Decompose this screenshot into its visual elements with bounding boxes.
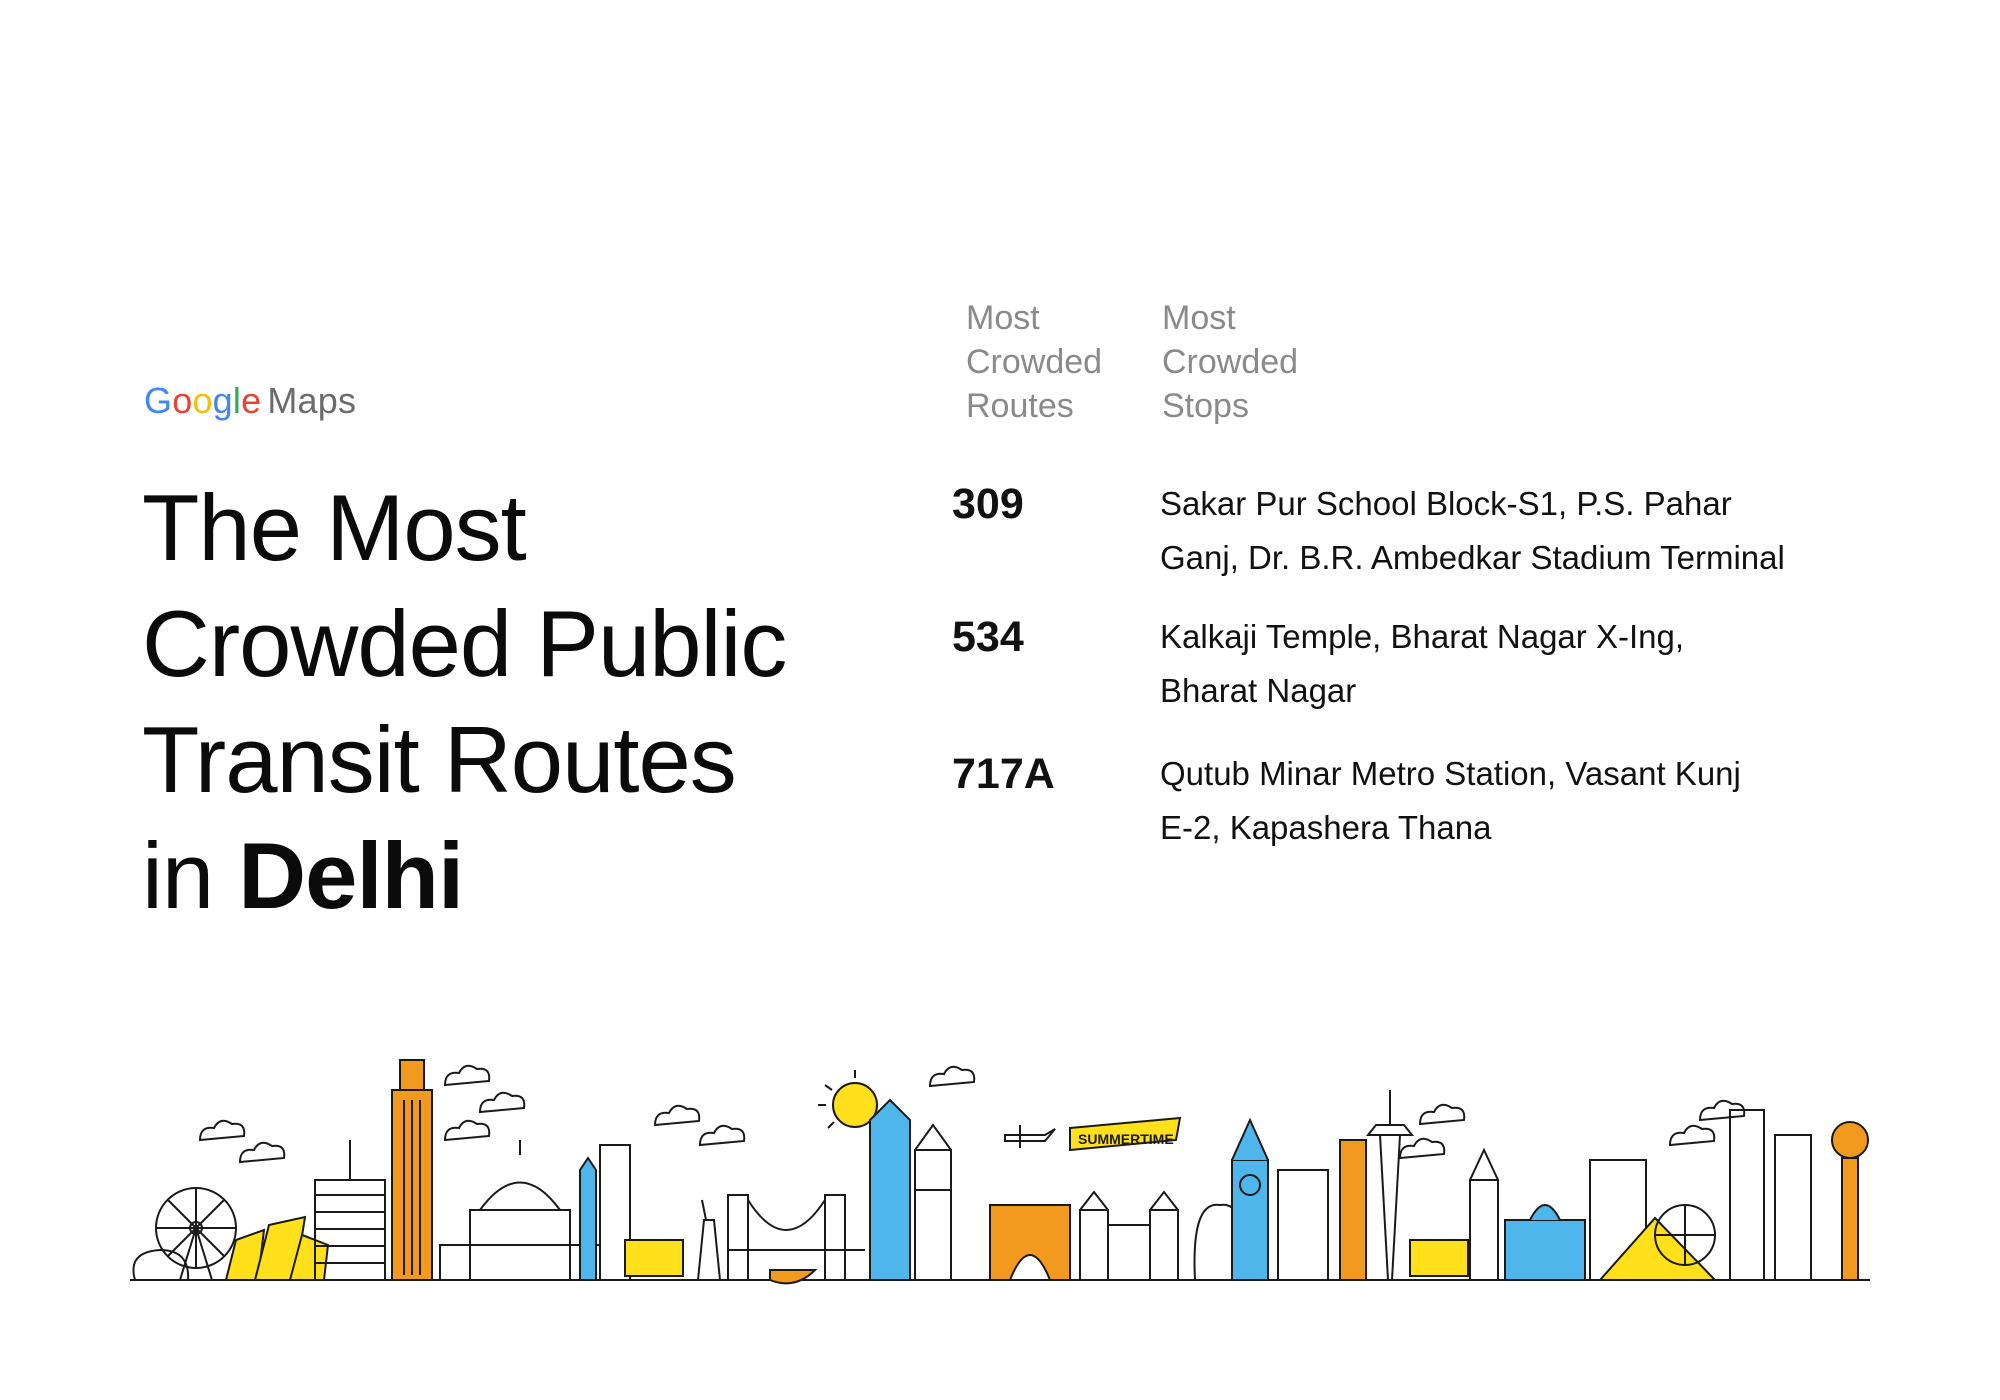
billboard-icon	[624, 1239, 684, 1277]
stops-line: E-2, Kapashera Thana	[1160, 809, 1492, 846]
title-line-3: Transit Routes	[142, 707, 737, 812]
google-letter: l	[232, 380, 242, 421]
stops-line: Qutub Minar Metro Station, Vasant Kunj	[1160, 755, 1741, 792]
capitol-building-icon	[439, 1140, 601, 1281]
orange-building-icon	[1339, 1139, 1367, 1281]
google-letter: o	[172, 380, 193, 421]
stops-line: Sakar Pur School Block-S1, P.S. Pahar	[1160, 485, 1732, 522]
stops-header-line: Crowded	[1162, 343, 1299, 381]
space-needle-icon	[1365, 1090, 1415, 1281]
statue-of-liberty-icon	[696, 1199, 722, 1281]
route-number: 717A	[952, 750, 1055, 798]
routes-header-line: Routes	[966, 387, 1074, 425]
city-name: Delhi	[238, 823, 464, 928]
big-ben-icon	[1231, 1117, 1269, 1281]
route-number: 534	[952, 613, 1024, 661]
round-tower-icon	[314, 1140, 386, 1281]
clouds-icon	[198, 1064, 1746, 1164]
clock-tower-icon	[914, 1123, 952, 1281]
google-maps-logo: Google Maps	[144, 380, 356, 422]
glass-skyscraper-icon	[869, 1098, 911, 1281]
ferris-wheel-icon	[155, 1187, 237, 1281]
routes-header-line: Most	[966, 299, 1040, 337]
lattice-tower-icon	[1774, 1134, 1812, 1281]
arch-gate-icon	[989, 1204, 1071, 1281]
route-stops: Kalkaji Temple, Bharat Nagar X-Ing, Bhar…	[1160, 610, 1860, 718]
route-stops: Sakar Pur School Block-S1, P.S. Pahar Ga…	[1160, 477, 1860, 585]
stops-header-line: Most	[1162, 299, 1236, 337]
page-title: The Most Crowded Public Transit Routes i…	[142, 470, 787, 934]
orange-skyscraper-icon	[391, 1059, 433, 1281]
maps-wordmark: Maps	[267, 380, 357, 421]
airplane-icon	[1004, 1125, 1056, 1148]
google-letter: e	[241, 380, 262, 421]
title-prefix: in	[142, 823, 239, 928]
blue-palace-icon	[1504, 1204, 1586, 1281]
ferris-wheel-icon	[1654, 1204, 1716, 1266]
office-building-icon	[1277, 1169, 1329, 1281]
rock-icon	[132, 1248, 190, 1281]
stops-header-line: Stops	[1162, 387, 1249, 425]
routes-column-header: Most Crowded Routes	[966, 296, 1102, 428]
stops-line: Kalkaji Temple, Bharat Nagar X-Ing,	[1160, 618, 1684, 655]
google-letter: g	[212, 380, 233, 421]
stops-column-header: Most Crowded Stops	[1162, 296, 1298, 428]
title-line-2: Crowded Public	[142, 591, 787, 696]
suspension-bridge-icon	[727, 1194, 865, 1281]
routes-header-line: Crowded	[966, 343, 1103, 381]
stops-line: Ganj, Dr. B.R. Ambedkar Stadium Terminal	[1160, 539, 1785, 576]
google-letter: o	[192, 380, 213, 421]
title-line-4: in Delhi	[142, 818, 786, 934]
google-wordmark: Google	[144, 380, 261, 421]
billboard-icon	[1409, 1239, 1469, 1277]
route-number: 309	[952, 480, 1024, 528]
google-letter: G	[144, 380, 173, 421]
title-line-1: The Most	[142, 475, 527, 580]
sphere-tower-icon	[1831, 1121, 1869, 1281]
stops-line: Bharat Nagar	[1160, 672, 1357, 709]
route-stops: Qutub Minar Metro Station, Vasant Kunj E…	[1160, 747, 1860, 855]
boat-icon	[769, 1269, 818, 1285]
city-skyline-illustration: SUMMERTIME	[130, 1059, 1870, 1285]
tall-skyscraper-icon	[1729, 1109, 1765, 1281]
tower-bridge-icon	[1079, 1190, 1179, 1281]
banner-text: SUMMERTIME	[1078, 1131, 1174, 1147]
blue-tower-icon	[579, 1144, 631, 1281]
sun-icon	[818, 1070, 878, 1129]
opera-house-icon	[224, 1215, 330, 1281]
summertime-banner: SUMMERTIME	[1069, 1116, 1182, 1152]
church-tower-icon	[1469, 1147, 1499, 1281]
